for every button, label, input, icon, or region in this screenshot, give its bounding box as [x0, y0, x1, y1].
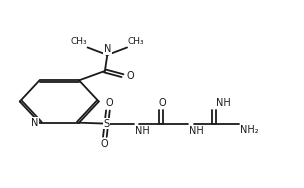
Text: O: O [126, 71, 134, 81]
Text: NH: NH [135, 126, 150, 136]
Text: O: O [100, 139, 108, 149]
Text: N: N [104, 44, 111, 54]
Text: NH₂: NH₂ [240, 125, 258, 135]
Text: CH₃: CH₃ [128, 37, 145, 45]
Text: N: N [31, 118, 38, 128]
Text: S: S [103, 119, 109, 129]
Text: CH₃: CH₃ [70, 37, 87, 45]
Text: NH: NH [189, 126, 204, 136]
Text: O: O [105, 98, 113, 108]
Text: NH: NH [216, 98, 231, 108]
Text: O: O [158, 98, 166, 108]
